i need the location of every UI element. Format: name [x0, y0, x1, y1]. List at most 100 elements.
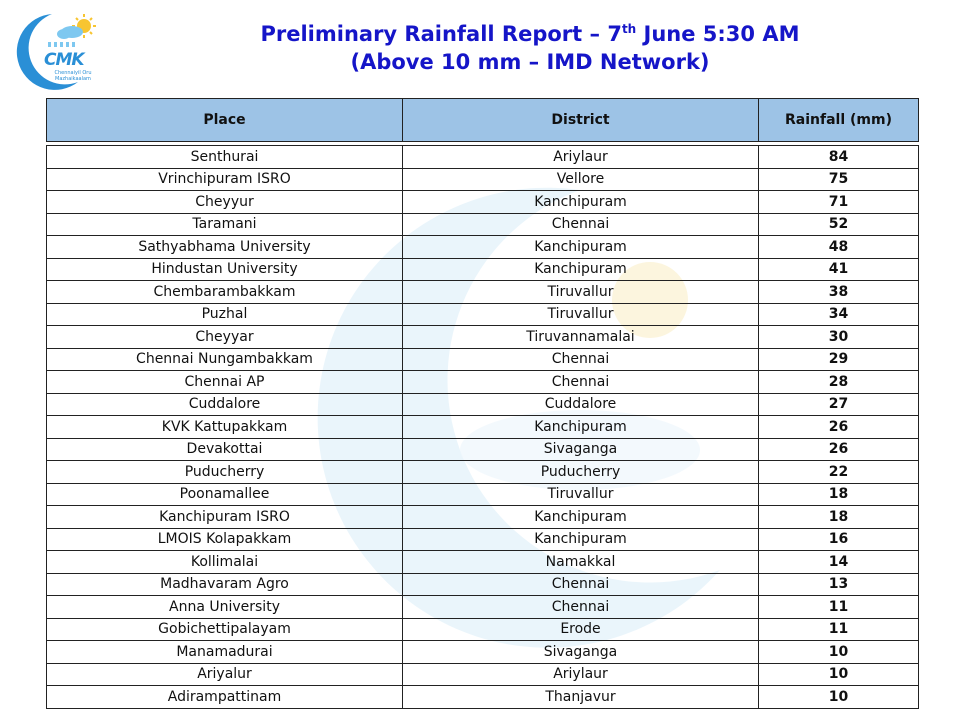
table-row: Ariyalur Ariylaur 10	[46, 662, 919, 686]
cell-rainfall: 22	[758, 460, 919, 484]
title-suffix: June 5:30 AM	[636, 22, 800, 46]
cell-rainfall: 75	[758, 167, 919, 191]
table-row: Chennai Nungambakkam Chennai 29	[46, 347, 919, 371]
cell-place: Puducherry	[46, 460, 403, 484]
cell-district: Sivaganga	[402, 437, 759, 461]
cell-place: Poonamallee	[46, 482, 403, 506]
cell-place: Gobichettipalayam	[46, 617, 403, 641]
table-row: Chennai AP Chennai 28	[46, 370, 919, 394]
cell-district: Puducherry	[402, 460, 759, 484]
cell-place: Adirampattinam	[46, 685, 403, 709]
cell-rainfall: 14	[758, 550, 919, 574]
sun-cloud-moon-icon	[16, 14, 96, 90]
cell-district: Thanjavur	[402, 685, 759, 709]
cell-place: LMOIS Kolapakkam	[46, 527, 403, 551]
title-line-2: (Above 10 mm – IMD Network)	[350, 50, 710, 74]
cell-place: KVK Kattupakkam	[46, 415, 403, 439]
cell-district: Vellore	[402, 167, 759, 191]
table-row: Kollimalai Namakkal 14	[46, 550, 919, 574]
logo-tagline: Chennaiyil Oru Mazhaikaalam	[54, 70, 92, 82]
logo-brand: CMK	[44, 50, 85, 70]
rainfall-table: Place District Rainfall (mm) Senthurai Ar…	[46, 98, 919, 709]
header-district: District	[402, 98, 759, 142]
cell-place: Madhavaram Agro	[46, 572, 403, 596]
cell-place: Cheyyur	[46, 190, 403, 214]
table-row: Hindustan University Kanchipuram 41	[46, 257, 919, 281]
table-row: LMOIS Kolapakkam Kanchipuram 16	[46, 527, 919, 551]
title-line-1: Preliminary Rainfall Report – 7th June 5…	[140, 20, 920, 48]
cell-place: Cuddalore	[46, 392, 403, 416]
cell-rainfall: 28	[758, 370, 919, 394]
cell-district: Chennai	[402, 595, 759, 619]
table-row: Anna University Chennai 11	[46, 595, 919, 619]
cell-district: Tiruvallur	[402, 302, 759, 326]
cell-rainfall: 34	[758, 302, 919, 326]
table-row: Poonamallee Tiruvallur 18	[46, 482, 919, 506]
cell-district: Kanchipuram	[402, 527, 759, 551]
cell-district: Kanchipuram	[402, 257, 759, 281]
cell-place: Puzhal	[46, 302, 403, 326]
table-row: Cheyyar Tiruvannamalai 30	[46, 325, 919, 349]
cell-district: Kanchipuram	[402, 190, 759, 214]
cell-district: Kanchipuram	[402, 235, 759, 259]
table-row: Chembarambakkam Tiruvallur 38	[46, 280, 919, 304]
cell-district: Chennai	[402, 212, 759, 236]
cell-place: Chembarambakkam	[46, 280, 403, 304]
cell-rainfall: 18	[758, 505, 919, 529]
cell-district: Tiruvallur	[402, 280, 759, 304]
table-row: Kanchipuram ISRO Kanchipuram 18	[46, 505, 919, 529]
cell-rainfall: 84	[758, 145, 919, 169]
cmk-logo: CMK Chennaiyil Oru Mazhaikaalam	[8, 8, 100, 92]
cell-rainfall: 10	[758, 640, 919, 664]
table-row: Cheyyur Kanchipuram 71	[46, 190, 919, 214]
cell-place: Chennai Nungambakkam	[46, 347, 403, 371]
table-row: Puducherry Puducherry 22	[46, 460, 919, 484]
cell-district: Tiruvallur	[402, 482, 759, 506]
table-row: Devakottai Sivaganga 26	[46, 437, 919, 461]
cell-district: Chennai	[402, 370, 759, 394]
cell-place: Vrinchipuram ISRO	[46, 167, 403, 191]
cell-rainfall: 27	[758, 392, 919, 416]
title-prefix: Preliminary Rainfall Report – 7	[260, 22, 622, 46]
table-row: Vrinchipuram ISRO Vellore 75	[46, 167, 919, 191]
cell-rainfall: 52	[758, 212, 919, 236]
cell-place: Devakottai	[46, 437, 403, 461]
cell-place: Cheyyar	[46, 325, 403, 349]
header-place: Place	[46, 98, 403, 142]
table-row: Cuddalore Cuddalore 27	[46, 392, 919, 416]
table-row: Taramani Chennai 52	[46, 212, 919, 236]
cell-rainfall: 30	[758, 325, 919, 349]
cell-rainfall: 38	[758, 280, 919, 304]
cell-district: Sivaganga	[402, 640, 759, 664]
cell-rainfall: 18	[758, 482, 919, 506]
cell-district: Chennai	[402, 347, 759, 371]
cell-place: Kanchipuram ISRO	[46, 505, 403, 529]
cell-district: Namakkal	[402, 550, 759, 574]
cell-place: Ariyalur	[46, 662, 403, 686]
cell-place: Kollimalai	[46, 550, 403, 574]
cell-district: Erode	[402, 617, 759, 641]
cell-rainfall: 26	[758, 415, 919, 439]
cell-district: Ariylaur	[402, 662, 759, 686]
title-superscript: th	[621, 22, 637, 36]
cell-place: Taramani	[46, 212, 403, 236]
cell-place: Manamadurai	[46, 640, 403, 664]
cell-rainfall: 10	[758, 685, 919, 709]
cell-place: Senthurai	[46, 145, 403, 169]
cell-district: Ariylaur	[402, 145, 759, 169]
cell-district: Kanchipuram	[402, 415, 759, 439]
table-row: Gobichettipalayam Erode 11	[46, 617, 919, 641]
table-header-row: Place District Rainfall (mm)	[46, 98, 919, 142]
table-row: Senthurai Ariylaur 84	[46, 145, 919, 169]
table-row: Puzhal Tiruvallur 34	[46, 302, 919, 326]
cell-place: Anna University	[46, 595, 403, 619]
table-row: Manamadurai Sivaganga 10	[46, 640, 919, 664]
cell-place: Hindustan University	[46, 257, 403, 281]
cell-rainfall: 29	[758, 347, 919, 371]
table-row: Sathyabhama University Kanchipuram 48	[46, 235, 919, 259]
cell-rainfall: 41	[758, 257, 919, 281]
report-title: Preliminary Rainfall Report – 7th June 5…	[140, 20, 920, 76]
cell-district: Cuddalore	[402, 392, 759, 416]
cell-rainfall: 10	[758, 662, 919, 686]
table-row: Madhavaram Agro Chennai 13	[46, 572, 919, 596]
